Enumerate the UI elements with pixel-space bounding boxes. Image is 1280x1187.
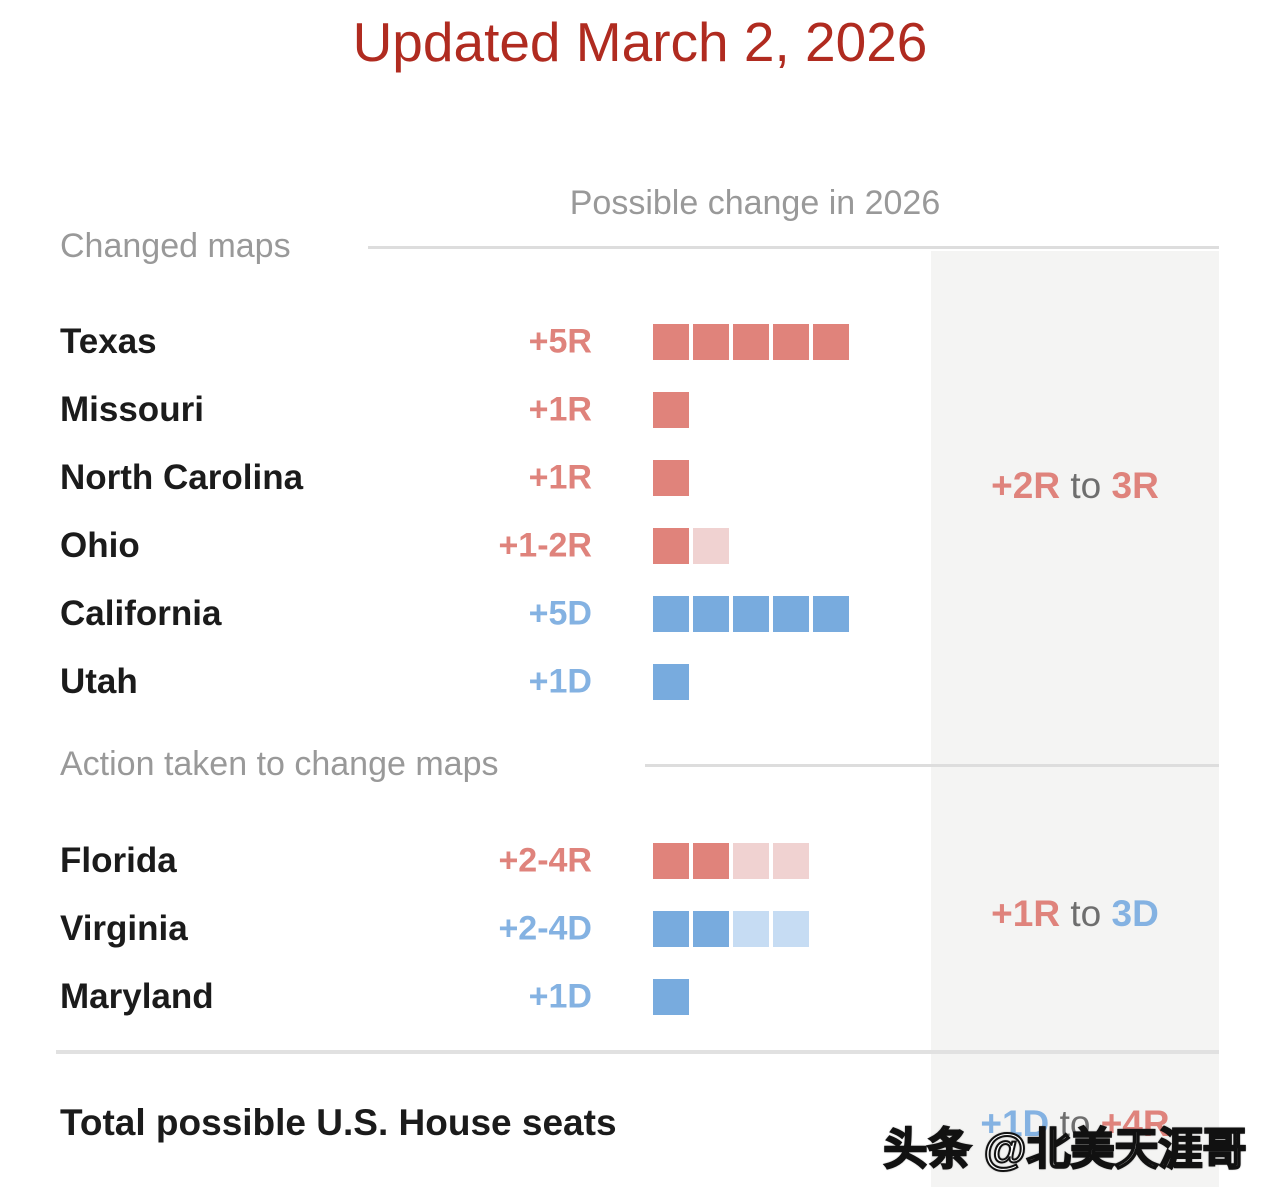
watermark: 头条 @北美天涯哥 — [882, 1124, 1247, 1175]
table-row: North Carolina +1R — [0, 444, 931, 512]
summary-panel — [931, 251, 1219, 1187]
solid-seat-square — [653, 460, 689, 496]
solid-seat-square — [813, 324, 849, 360]
solid-seat-square — [693, 911, 729, 947]
table-row: Texas +5R — [0, 308, 931, 376]
section-label-action-taken: Action taken to change maps — [60, 745, 499, 783]
table-row: Florida +2-4R — [0, 827, 931, 895]
state-label: Missouri — [60, 390, 204, 429]
solid-seat-square — [773, 596, 809, 632]
seat-change-value: +5D — [528, 594, 592, 633]
net-change-to: to — [1070, 465, 1102, 506]
net-change-low: +2R — [991, 465, 1061, 506]
table-row: Missouri +1R — [0, 376, 931, 444]
section-label-changed-maps: Changed maps — [60, 227, 291, 265]
seat-squares — [653, 664, 689, 700]
seat-change-value: +1R — [528, 390, 592, 429]
solid-seat-square — [653, 911, 689, 947]
possible-seat-square — [733, 911, 769, 947]
state-label: Virginia — [60, 909, 188, 948]
seat-squares — [653, 979, 689, 1015]
net-change-total: +1D to +4R — [931, 1103, 1219, 1145]
section-divider-action-taken — [645, 764, 1219, 767]
solid-seat-square — [653, 392, 689, 428]
net-change-low: +1D — [980, 1103, 1050, 1144]
solid-seat-square — [653, 596, 689, 632]
seat-squares — [653, 843, 809, 879]
seat-squares — [653, 911, 809, 947]
state-label: Utah — [60, 662, 138, 701]
solid-seat-square — [693, 596, 729, 632]
seat-change-value: +2-4R — [498, 841, 592, 880]
solid-seat-square — [653, 979, 689, 1015]
net-change-changed-maps: +2R to 3R — [931, 465, 1219, 507]
possible-seat-square — [773, 911, 809, 947]
section-divider-changed-maps — [368, 246, 1219, 249]
state-label: Maryland — [60, 977, 214, 1016]
solid-seat-square — [813, 596, 849, 632]
state-label: California — [60, 594, 222, 633]
net-change-low: +1R — [991, 893, 1061, 934]
action-taken-rows: Florida +2-4R Virginia +2-4D Maryland +1… — [0, 827, 931, 1031]
seat-squares — [653, 392, 689, 428]
state-label: Texas — [60, 322, 157, 361]
solid-seat-square — [733, 324, 769, 360]
possible-seat-square — [773, 843, 809, 879]
seat-squares — [653, 460, 689, 496]
seat-change-value: +1D — [528, 977, 592, 1016]
seat-change-value: +1-2R — [498, 526, 592, 565]
seat-change-value: +1D — [528, 662, 592, 701]
net-change-high: +4R — [1100, 1103, 1170, 1144]
net-change-to: to — [1059, 1103, 1091, 1144]
solid-seat-square — [733, 596, 769, 632]
column-header: Possible change in 2026 — [569, 184, 941, 222]
possible-seat-square — [693, 528, 729, 564]
state-label: North Carolina — [60, 458, 304, 497]
solid-seat-square — [653, 664, 689, 700]
table-row: California +5D — [0, 580, 931, 648]
solid-seat-square — [653, 843, 689, 879]
net-change-to: to — [1070, 893, 1102, 934]
seat-change-value: +2-4D — [498, 909, 592, 948]
solid-seat-square — [653, 528, 689, 564]
seat-squares — [653, 324, 849, 360]
seat-squares — [653, 528, 729, 564]
solid-seat-square — [693, 324, 729, 360]
changed-maps-rows: Texas +5R Missouri +1R North Carolina +1… — [0, 308, 931, 716]
table-row: Virginia +2-4D — [0, 895, 931, 963]
solid-seat-square — [773, 324, 809, 360]
seat-squares — [653, 596, 849, 632]
net-change-high: 3R — [1111, 465, 1159, 506]
seat-change-value: +5R — [528, 322, 592, 361]
state-label: Florida — [60, 841, 177, 880]
net-change-action-taken: +1R to 3D — [931, 893, 1219, 935]
total-divider — [56, 1050, 1219, 1054]
seat-change-value: +1R — [528, 458, 592, 497]
possible-seat-square — [733, 843, 769, 879]
table-row: Ohio +1-2R — [0, 512, 931, 580]
page-title: Updated March 2, 2026 — [352, 11, 928, 73]
table-row: Utah +1D — [0, 648, 931, 716]
solid-seat-square — [653, 324, 689, 360]
net-change-high: 3D — [1111, 893, 1159, 934]
state-label: Ohio — [60, 526, 140, 565]
table-row: Maryland +1D — [0, 963, 931, 1031]
total-label: Total possible U.S. House seats — [60, 1102, 617, 1143]
solid-seat-square — [693, 843, 729, 879]
